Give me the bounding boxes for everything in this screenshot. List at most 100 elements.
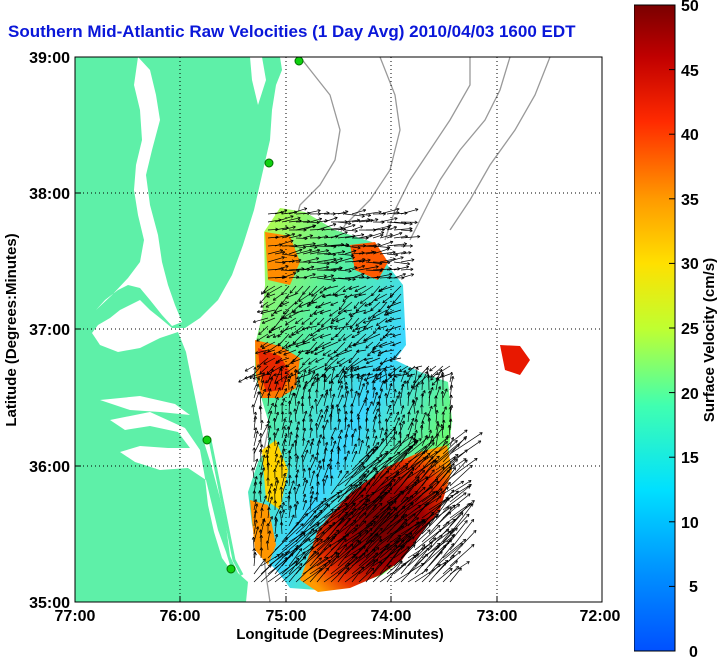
velocity-arrow [393, 517, 419, 535]
velocity-arrow-head [288, 411, 291, 415]
velocity-arrow-head [323, 497, 327, 500]
velocity-arrow-head [418, 374, 420, 378]
velocity-arrow [407, 547, 430, 575]
velocity-arrow-head [291, 334, 295, 336]
velocity-arrow-head [278, 441, 280, 445]
velocity-arrow-head [400, 256, 404, 258]
velocity-arrow [351, 225, 364, 231]
velocity-arrow-head [274, 469, 277, 472]
velocity-arrow-head [391, 399, 394, 403]
velocity-arrow [351, 450, 357, 463]
velocity-arrow-head [277, 480, 280, 484]
velocity-arrow-head [286, 550, 290, 552]
velocity-arrow [267, 507, 270, 519]
velocity-arrow-head [451, 554, 455, 557]
velocity-arrow [330, 317, 339, 324]
velocity-arrow [302, 537, 319, 551]
velocity-arrow [295, 317, 304, 324]
velocity-arrow-head [328, 524, 332, 526]
velocity-arrow-head [434, 395, 437, 399]
velocity-arrow-head [427, 452, 431, 455]
velocity-arrow-head [403, 273, 406, 277]
velocity-arrow-head [299, 249, 303, 252]
velocity-arrow-head [315, 510, 317, 514]
velocity-arrow-head [429, 405, 433, 409]
velocity-arrow-head [287, 462, 290, 466]
velocity-arrow [253, 427, 257, 439]
velocity-arrow-head [375, 376, 377, 380]
velocity-arrow [266, 293, 276, 298]
velocity-arrow [330, 251, 345, 255]
velocity-arrow [293, 309, 311, 314]
velocity-arrow-head [425, 449, 428, 453]
velocity-arrow-head [404, 563, 407, 567]
velocity-arrow-head [444, 562, 447, 566]
velocity-arrow-head [274, 310, 277, 314]
velocity-arrow-head [458, 444, 460, 448]
velocity-arrow-head [323, 288, 327, 291]
velocity-arrow-head [404, 533, 408, 536]
velocity-arrow-head [374, 467, 376, 471]
velocity-arrow [327, 349, 339, 357]
velocity-arrow [323, 419, 329, 431]
velocity-arrow-head [258, 432, 262, 436]
velocity-arrow-head [345, 323, 349, 326]
velocity-arrow-head [349, 388, 352, 392]
velocity-arrow [330, 494, 364, 519]
velocity-arrow-head [458, 504, 461, 508]
velocity-arrow-head [295, 455, 299, 459]
velocity-arrow-head [301, 327, 305, 330]
velocity-arrow-head [428, 453, 431, 457]
velocity-arrow-head [312, 441, 314, 446]
velocity-arrow-head [386, 428, 389, 432]
velocity-arrow-head [361, 376, 364, 380]
velocity-arrow-head [423, 503, 427, 506]
lat-tick-label: 38:00 [29, 186, 70, 203]
velocity-arrow-head [379, 270, 383, 273]
velocity-arrow [260, 372, 265, 383]
velocity-arrow-head [339, 429, 343, 432]
velocity-arrow-head [364, 530, 368, 532]
velocity-arrow [323, 475, 328, 487]
velocity-arrow-head [383, 368, 386, 372]
velocity-arrow-head [381, 221, 385, 224]
velocity-arrow-head [365, 494, 369, 496]
velocity-arrow-head [414, 418, 417, 422]
velocity-arrow-head [268, 425, 271, 429]
velocity-arrow-head [454, 527, 458, 530]
velocity-arrow-head [388, 490, 391, 494]
velocity-arrow-head [279, 367, 282, 371]
velocity-arrow [407, 436, 414, 447]
velocity-arrow-head [383, 452, 387, 455]
velocity-arrow-head [380, 339, 384, 341]
velocity-arrow-head [291, 309, 294, 313]
velocity-arrow-head [408, 532, 413, 535]
velocity-arrow-head [371, 350, 375, 353]
velocity-arrow-head [295, 469, 299, 472]
velocity-arrow [372, 268, 384, 271]
velocity-arrow-head [380, 503, 383, 507]
velocity-arrow-head [347, 534, 350, 538]
velocity-arrow-head [435, 376, 439, 380]
velocity-arrow-head [300, 454, 303, 458]
velocity-arrow-head [301, 437, 305, 441]
velocity-arrow-head [356, 539, 360, 542]
velocity-arrow-head [311, 438, 314, 441]
velocity-arrow-head [293, 480, 295, 484]
velocity-arrow-head [363, 466, 366, 470]
velocity-arrow-head [266, 334, 269, 338]
velocity-arrow [344, 434, 348, 447]
velocity-arrow-head [295, 346, 299, 348]
velocity-arrow-head [312, 242, 316, 244]
velocity-arrow-head [414, 490, 418, 493]
velocity-arrow-head [302, 477, 306, 481]
velocity-arrow-head [281, 521, 284, 525]
velocity-arrow [372, 514, 398, 543]
velocity-arrow [449, 520, 468, 543]
velocity-arrow-head [401, 420, 405, 424]
velocity-arrow-head [446, 469, 450, 472]
velocity-arrow [364, 301, 374, 307]
velocity-arrow-head [411, 273, 414, 277]
velocity-arrow-head [282, 250, 286, 253]
velocity-arrow [379, 234, 393, 239]
